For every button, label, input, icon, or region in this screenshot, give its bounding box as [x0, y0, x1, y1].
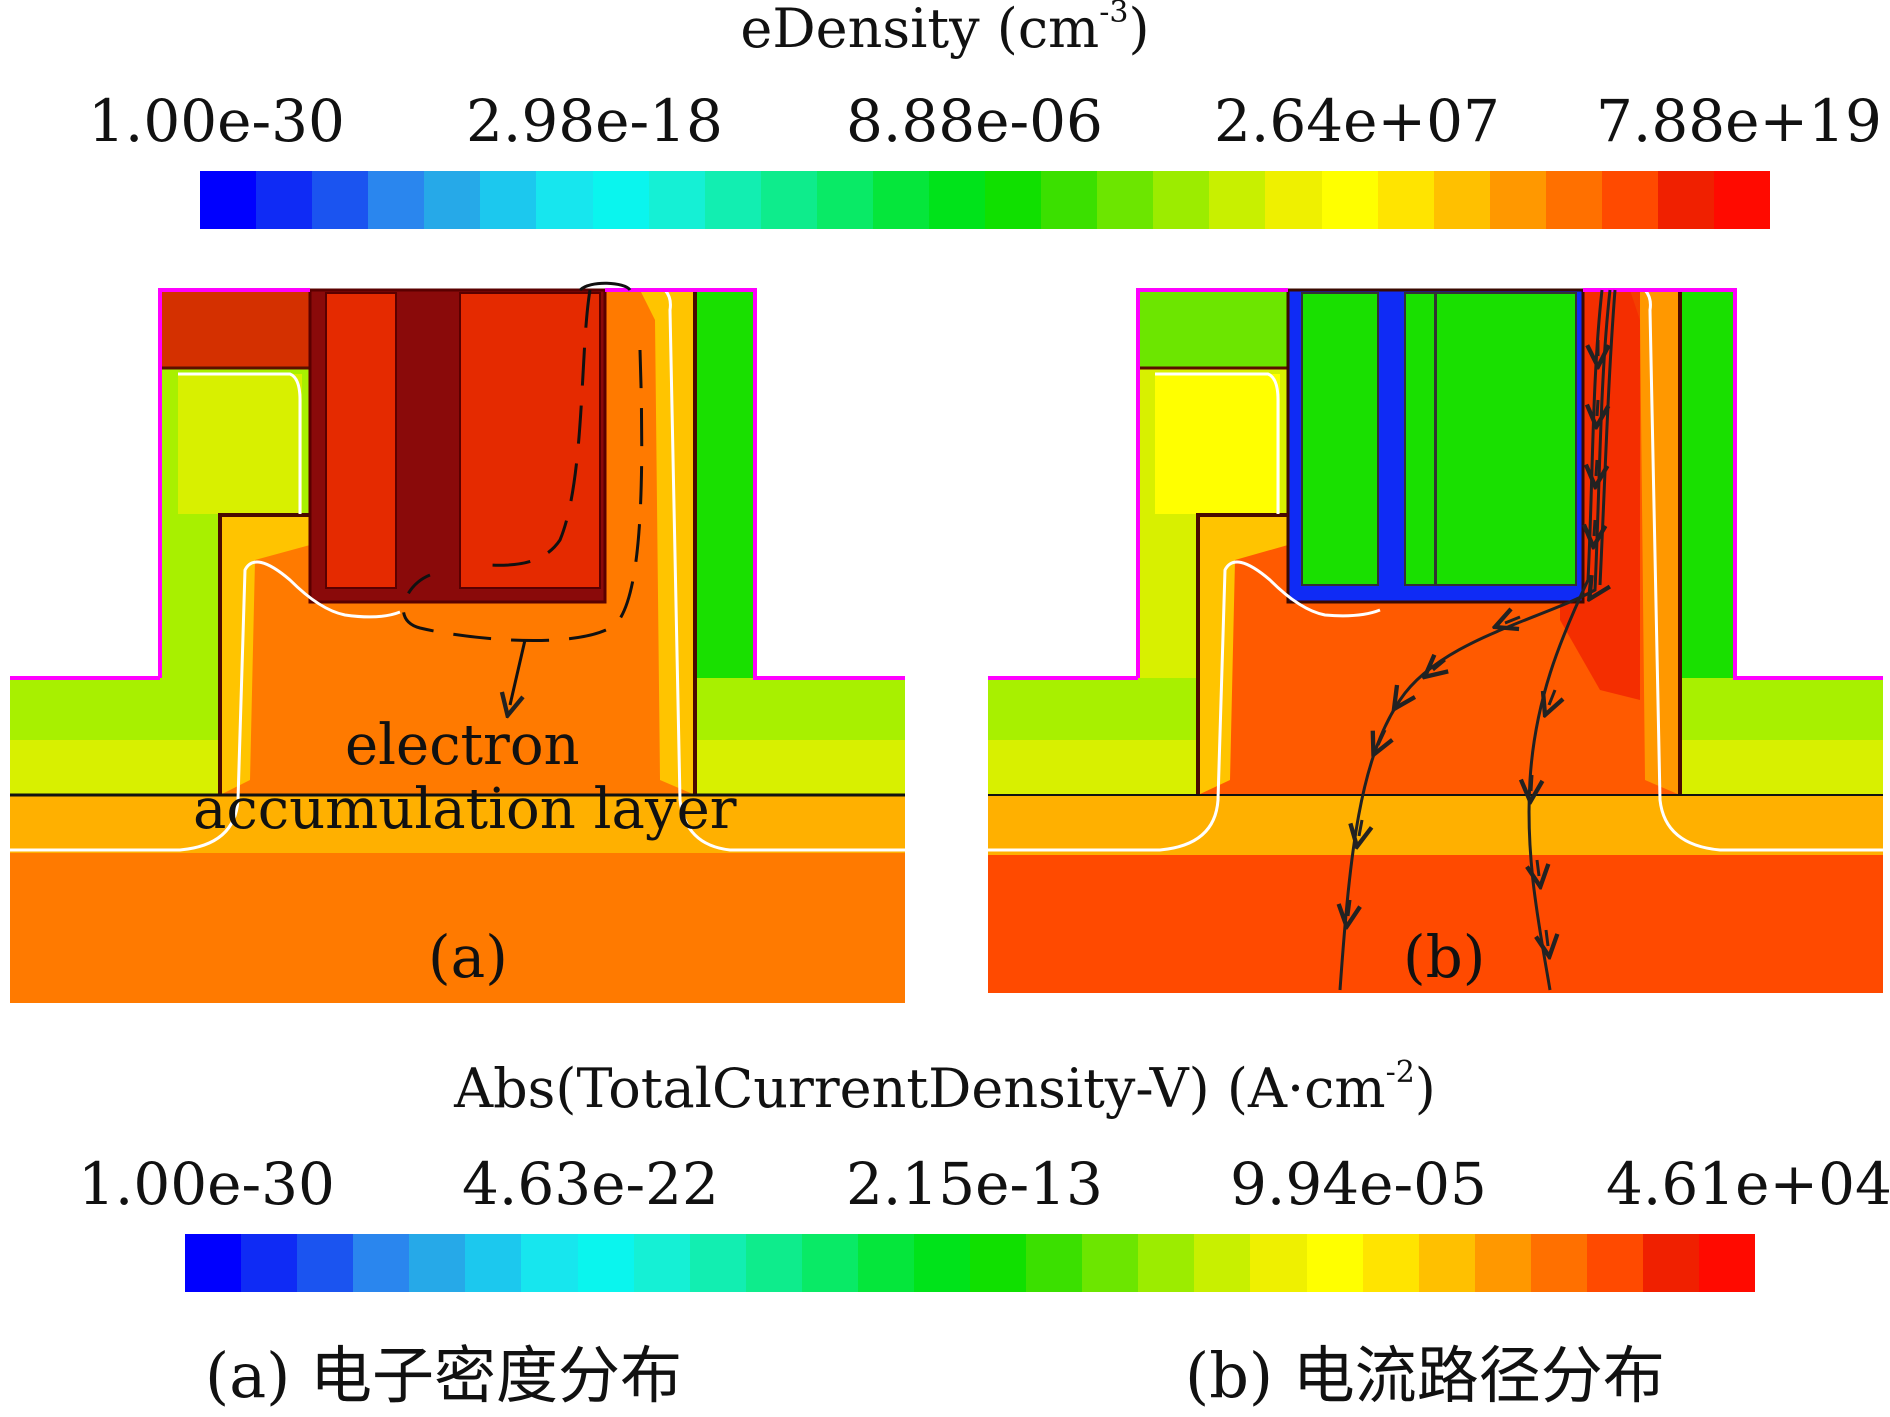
- color-swatch: [409, 1234, 466, 1292]
- color-swatch: [1658, 171, 1715, 229]
- color-swatch: [1586, 1234, 1644, 1292]
- edensity-tick-1: 1.00e-30: [88, 87, 345, 155]
- annotation-line-2: accumulation layer: [193, 777, 737, 842]
- color-swatch: [536, 171, 593, 229]
- color-swatch: [1699, 1234, 1756, 1292]
- panel-b-interface-band: [988, 795, 1883, 855]
- edensity-tick-2: 2.98e-18: [466, 87, 723, 155]
- color-swatch: [1601, 171, 1659, 229]
- panel-b-gate-finger-1: [1301, 292, 1379, 586]
- current-density-color-bar: [185, 1234, 1756, 1292]
- color-swatch: [521, 1234, 578, 1292]
- panel-a: [10, 281, 905, 1003]
- color-swatch: [704, 171, 761, 229]
- color-swatch: [1306, 1234, 1363, 1292]
- caption-b: (b) 电流路径分布: [1185, 1339, 1665, 1412]
- caption-a: (a) 电子密度分布: [205, 1339, 683, 1412]
- color-swatch: [1418, 1234, 1475, 1292]
- color-swatch: [1530, 1234, 1587, 1292]
- panel-b-label: (b): [1403, 923, 1486, 991]
- color-swatch: [1138, 1234, 1195, 1292]
- color-swatch: [1377, 171, 1434, 229]
- color-swatch: [1250, 1234, 1307, 1292]
- current-tick-5: 4.61e+04: [1606, 1150, 1890, 1218]
- color-swatch: [689, 1234, 746, 1292]
- color-swatch: [857, 1234, 915, 1292]
- color-swatch: [185, 1234, 242, 1292]
- annotation-line-1: electron: [345, 713, 580, 778]
- color-swatch: [577, 1234, 634, 1292]
- color-swatch: [1643, 1234, 1700, 1292]
- edensity-color-bar: [200, 171, 1771, 229]
- color-swatch: [1265, 171, 1322, 229]
- color-swatch: [1545, 171, 1602, 229]
- panel-b-current-streamlines: [1340, 289, 1617, 991]
- current-tick-3: 2.15e-13: [846, 1150, 1103, 1218]
- color-swatch: [914, 1234, 971, 1292]
- edensity-scale-title: eDensity (cm-3): [740, 0, 1150, 60]
- color-swatch: [816, 171, 873, 229]
- color-swatch: [801, 1234, 858, 1292]
- color-swatch: [424, 171, 481, 229]
- panel-a-interface-band: [10, 795, 905, 853]
- panel-a-gate-finger-2: [459, 292, 601, 589]
- current-tick-1: 1.00e-30: [78, 1150, 335, 1218]
- panel-a-source-contact: [158, 288, 312, 370]
- color-swatch: [1026, 1234, 1083, 1292]
- current-tick-4: 9.94e-05: [1230, 1150, 1487, 1218]
- color-swatch: [760, 171, 817, 229]
- color-swatch: [1194, 1234, 1251, 1292]
- current-density-scale-title: Abs(TotalCurrentDensity-V) (A·cm-2): [454, 1055, 1436, 1120]
- color-swatch: [1433, 171, 1490, 229]
- panel-b-right-pillar: [1680, 290, 1735, 678]
- color-swatch: [970, 1234, 1027, 1292]
- color-swatch: [1362, 1234, 1419, 1292]
- color-swatch: [1474, 1234, 1531, 1292]
- color-swatch: [1489, 171, 1546, 229]
- edensity-tick-3: 8.88e-06: [846, 87, 1103, 155]
- color-swatch: [745, 1234, 802, 1292]
- panel-a-right-pillar: [695, 290, 755, 678]
- color-swatch: [648, 171, 705, 229]
- color-swatch: [872, 171, 930, 229]
- edensity-tick-4: 2.64e+07: [1214, 87, 1500, 155]
- current-tick-2: 4.63e-22: [462, 1150, 719, 1218]
- panel-a-label: (a): [428, 923, 508, 991]
- color-swatch: [312, 171, 369, 229]
- panel-b: [988, 288, 1883, 993]
- color-swatch: [241, 1234, 298, 1292]
- color-swatch: [368, 171, 425, 229]
- color-swatch: [465, 1234, 522, 1292]
- color-swatch: [1041, 171, 1098, 229]
- color-swatch: [256, 171, 313, 229]
- color-swatch: [1209, 171, 1266, 229]
- panel-b-gate-finger-2: [1435, 292, 1577, 586]
- edensity-tick-5: 7.88e+19: [1596, 87, 1882, 155]
- panel-b-source-contact: [1136, 288, 1290, 370]
- color-swatch: [1153, 171, 1210, 229]
- color-swatch: [929, 171, 986, 229]
- color-swatch: [633, 1234, 690, 1292]
- color-swatch: [985, 171, 1042, 229]
- color-swatch: [1082, 1234, 1139, 1292]
- color-swatch: [480, 171, 537, 229]
- color-swatch: [353, 1234, 410, 1292]
- color-swatch: [592, 171, 649, 229]
- color-swatch: [1321, 171, 1378, 229]
- color-swatch: [297, 1234, 354, 1292]
- color-swatch: [200, 171, 257, 229]
- panel-a-gate-finger-1: [325, 292, 397, 589]
- color-swatch: [1097, 171, 1154, 229]
- color-swatch: [1714, 171, 1771, 229]
